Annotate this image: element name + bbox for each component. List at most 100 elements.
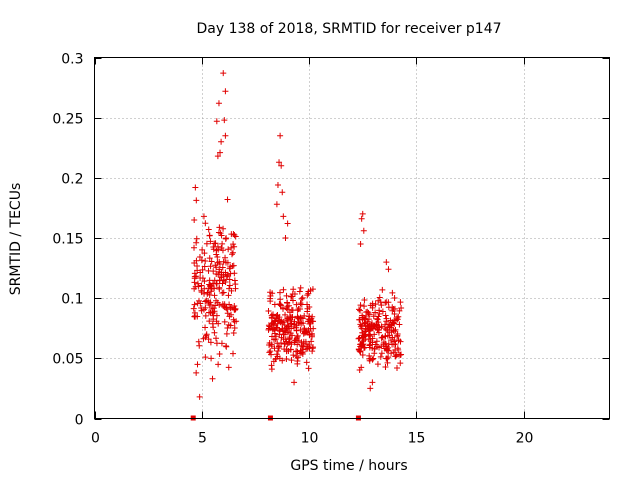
data-point: [211, 240, 218, 247]
data-point: [289, 297, 296, 304]
data-point: [375, 297, 382, 304]
data-point: [379, 286, 386, 293]
data-point: [224, 306, 231, 313]
data-point: [216, 284, 223, 291]
data-point: [388, 350, 395, 357]
data-point: [357, 241, 364, 248]
data-point: [271, 330, 278, 337]
data-point: [229, 262, 236, 269]
data-point: [198, 289, 205, 296]
data-point: [227, 270, 234, 277]
data-point: [367, 341, 374, 348]
y-tick-label: 0.05: [52, 352, 83, 368]
data-point: [198, 282, 205, 289]
data-point: [211, 292, 218, 299]
data-point: [283, 292, 290, 299]
data-point: [230, 350, 237, 357]
data-point: [221, 318, 228, 325]
data-point: [207, 263, 214, 270]
data-point: [395, 337, 402, 344]
data-point: [356, 306, 363, 313]
data-point: [190, 305, 197, 312]
grid: [94, 57, 610, 419]
data-point: [390, 349, 397, 356]
data-point: [394, 364, 401, 371]
data-point: [208, 258, 215, 265]
data-point: [274, 182, 281, 189]
data-point: [210, 324, 217, 331]
data-point: [298, 295, 305, 302]
data-point: [268, 366, 275, 373]
data-point: [397, 299, 404, 306]
data-point: [365, 316, 372, 323]
data-point: [282, 235, 289, 241]
data-point: [378, 350, 385, 357]
plot-frame: [94, 57, 610, 419]
data-point: [280, 213, 287, 220]
data-point: [226, 301, 233, 308]
data-point: [308, 330, 315, 337]
data-point: [223, 343, 230, 350]
data-point: [361, 333, 368, 340]
data-point: [196, 254, 203, 261]
data-point: [279, 304, 286, 311]
data-point: [267, 348, 274, 355]
data-point: [301, 329, 308, 336]
data-point: [215, 361, 222, 368]
data-point: [306, 341, 313, 348]
data-point: [208, 355, 215, 362]
data-point: [394, 345, 401, 352]
data-point: [358, 325, 365, 332]
data-point: [305, 327, 312, 334]
data-point: [230, 241, 237, 248]
data-point: [289, 314, 296, 321]
data-point: [372, 301, 379, 308]
data-point: [205, 299, 212, 306]
data-point: [231, 231, 238, 238]
data-point: [191, 279, 198, 286]
data-point: [358, 215, 365, 222]
data-point: [214, 243, 221, 250]
data-point: [225, 292, 232, 299]
data-point: [370, 355, 377, 362]
data-point: [200, 306, 207, 313]
data-point: [297, 284, 304, 291]
data-point: [203, 331, 210, 338]
data-point: [223, 273, 230, 280]
data-point: [217, 149, 224, 156]
data-point: [202, 324, 209, 331]
data-point: [364, 308, 371, 315]
data-point: [197, 275, 204, 282]
data-point: [213, 318, 220, 325]
data-point: [288, 293, 295, 300]
data-point: [274, 325, 281, 332]
data-point: [385, 304, 392, 311]
data-point: [303, 359, 310, 366]
data-point: [364, 322, 371, 329]
data-point: [202, 334, 209, 341]
data-point: [361, 297, 368, 304]
data-point: [396, 321, 403, 328]
chart-title: Day 138 of 2018, SRMTID for receiver p14…: [196, 21, 501, 37]
data-point: [284, 341, 291, 348]
data-point: [216, 301, 223, 308]
y-tick-label: 0.15: [52, 232, 83, 248]
data-point: [382, 312, 389, 319]
data-point: [273, 333, 280, 340]
data-point: [382, 299, 389, 306]
data-point: [267, 292, 274, 299]
data-point: [228, 311, 235, 318]
data-point: [294, 332, 301, 339]
data-point: [191, 270, 198, 277]
data-point: [284, 299, 291, 306]
data-point: [356, 366, 363, 373]
data-point: [308, 338, 315, 345]
data-point: [383, 299, 390, 306]
data-point: [191, 216, 198, 223]
data-point: [295, 337, 302, 344]
data-point: [232, 306, 239, 313]
data-point: [295, 320, 302, 327]
data-point: [206, 318, 213, 325]
data-point: [299, 351, 306, 358]
data-point: [360, 227, 367, 234]
